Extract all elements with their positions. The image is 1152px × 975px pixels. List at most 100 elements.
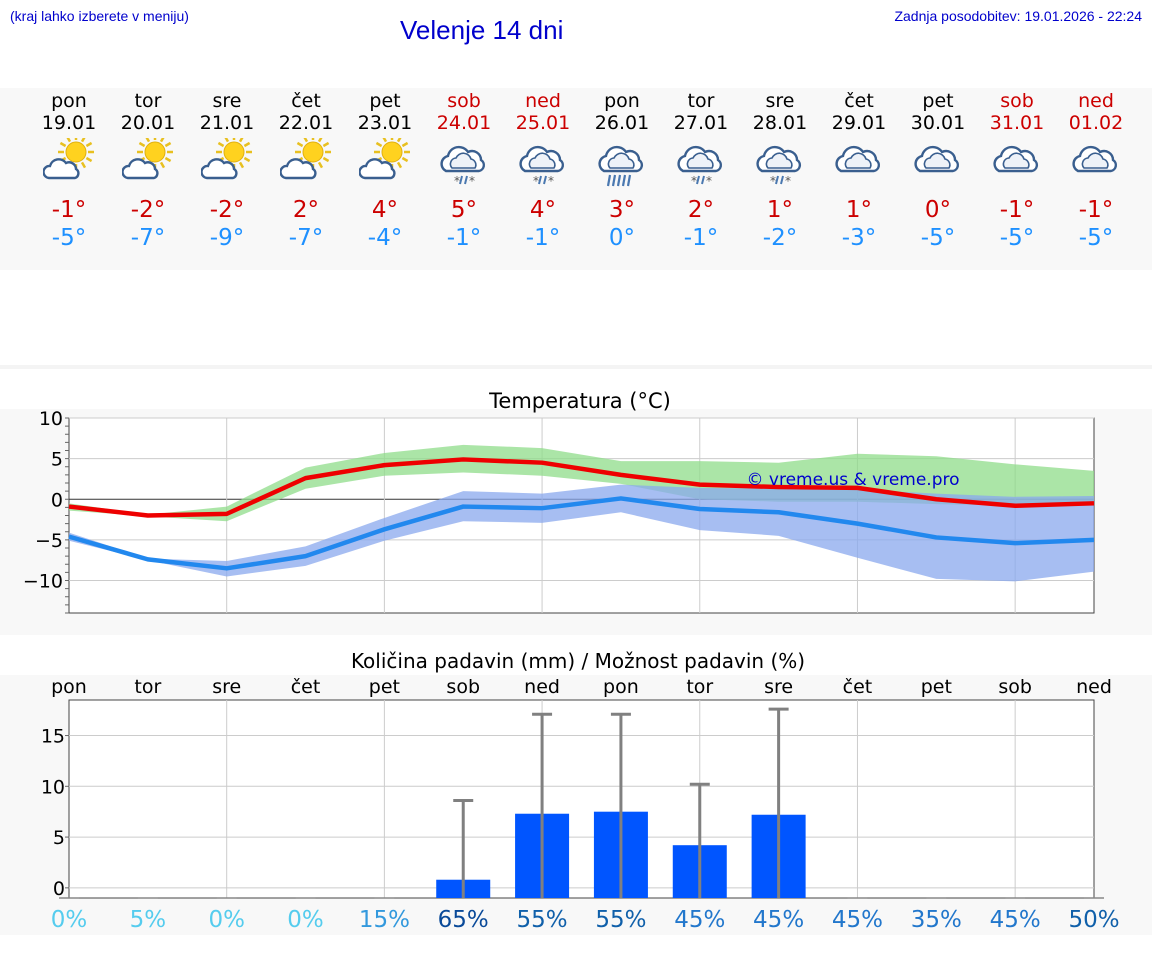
y-tick-label: 15	[41, 726, 65, 748]
precip-chance: 0%	[51, 907, 88, 933]
precip-chance: 65%	[438, 907, 489, 933]
day-column: pon 19.01 -1° -5°	[29, 88, 109, 268]
day-date: 30.01	[910, 112, 966, 134]
precip-chance: 5%	[130, 907, 167, 933]
day-column: ned 25.01 * * 4° -1°	[503, 88, 583, 268]
precip-chance: 45%	[753, 907, 804, 933]
day-column: pet 23.01 4° -4°	[345, 88, 425, 268]
sun-cloud-icon	[280, 138, 331, 180]
temp-min: -4°	[367, 225, 403, 251]
day-column: čet 22.01 2° -7°	[266, 88, 346, 268]
cloud-icon	[835, 145, 881, 173]
temp-max: -1°	[51, 197, 87, 223]
sun-cloud-icon	[43, 138, 94, 180]
sun-cloud-icon	[359, 138, 410, 180]
x-category-label: pet	[921, 676, 952, 698]
temp-min: -5°	[999, 225, 1035, 251]
max-temp-line	[68, 457, 1095, 518]
precip-chance: 0%	[208, 907, 245, 933]
day-date: 31.01	[989, 112, 1045, 134]
x-category-label: sre	[212, 676, 241, 698]
plot-area	[68, 699, 1095, 899]
location-hint: (kraj lahko izberete v meniju)	[10, 8, 189, 24]
svg-text:*: *	[691, 174, 697, 188]
x-category-label: tor	[134, 676, 161, 698]
svg-text:*: *	[469, 174, 475, 188]
precip-chance: 45%	[990, 907, 1041, 933]
precip-chance: 50%	[1068, 907, 1119, 933]
temp-min: -1°	[525, 225, 561, 251]
day-date: 19.01	[41, 112, 97, 134]
day-date: 27.01	[673, 112, 729, 134]
temp-min: -1°	[446, 225, 482, 251]
day-name: sre	[212, 90, 242, 112]
page-title: Velenje 14 dni	[400, 15, 564, 45]
day-name: tor	[134, 90, 162, 112]
x-category-label: pet	[369, 676, 400, 698]
day-column: pet 30.01 0° -5°	[898, 88, 978, 268]
day-name: ned	[525, 90, 561, 112]
x-category-label: čet	[843, 676, 873, 698]
sun-cloud-icon	[201, 138, 252, 180]
cloud-icon	[914, 145, 960, 173]
cloud-rain-icon	[598, 145, 644, 187]
y-tick-label: 0	[53, 878, 65, 900]
precip-chance: 55%	[517, 907, 568, 933]
precip-chance: 45%	[832, 907, 883, 933]
day-name: pet	[922, 90, 954, 112]
day-name: ned	[1078, 90, 1114, 112]
temp-max: 1°	[766, 197, 794, 223]
day-column: sre 28.01 * * 1° -2°	[740, 88, 820, 268]
temp-min: -3°	[841, 225, 877, 251]
precip-chance: 55%	[595, 907, 646, 933]
day-date: 21.01	[199, 112, 255, 134]
min-temp-line	[68, 496, 1095, 571]
cloud-snow-icon: * *	[756, 145, 802, 188]
temp-max: 2°	[292, 197, 320, 223]
chart-title: Količina padavin (mm) / Možnost padavin …	[351, 649, 805, 673]
precip-chance: 35%	[911, 907, 962, 933]
day-name: tor	[687, 90, 715, 112]
temp-max: 0°	[924, 197, 952, 223]
svg-text:*: *	[785, 174, 791, 188]
min-range-band	[69, 484, 1094, 582]
sun-cloud-icon	[122, 138, 173, 180]
day-name: pet	[369, 90, 401, 112]
temp-min: -5°	[51, 225, 87, 251]
x-category-label: sre	[764, 676, 793, 698]
day-column: sob 24.01 * * 5° -1°	[424, 88, 504, 268]
precip-chance: 0%	[287, 907, 324, 933]
x-category-label: sob	[446, 676, 480, 698]
cloud-snow-icon: * *	[519, 145, 565, 188]
day-name: sob	[1000, 90, 1034, 112]
max-range-band	[69, 444, 1094, 522]
cloud-icon	[993, 145, 1039, 173]
temp-max: -2°	[209, 197, 245, 223]
x-category-label: ned	[524, 676, 560, 698]
day-date: 28.01	[752, 112, 808, 134]
cloud-snow-icon: * *	[440, 145, 486, 188]
day-name: sob	[447, 90, 481, 112]
svg-text:*: *	[533, 174, 539, 188]
day-name: sre	[765, 90, 795, 112]
x-category-label: pon	[51, 676, 87, 698]
day-date: 24.01	[436, 112, 492, 134]
day-date: 25.01	[515, 112, 571, 134]
temp-max: 4°	[529, 197, 557, 223]
y-tick-label: 5	[53, 827, 65, 849]
temp-max: -1°	[999, 197, 1035, 223]
day-name: pon	[51, 90, 87, 112]
temp-min: 0°	[608, 225, 636, 251]
day-column: tor 27.01 * * 2° -1°	[661, 88, 741, 268]
svg-text:*: *	[706, 174, 712, 188]
day-date: 26.01	[594, 112, 650, 134]
day-column: ned 01.02 -1° -5°	[1056, 88, 1136, 268]
y-tick-label: 10	[39, 408, 63, 430]
day-name: čet	[844, 90, 874, 112]
day-column: čet 29.01 1° -3°	[819, 88, 899, 268]
x-category-label: pon	[603, 676, 639, 698]
chart-title: Temperatura (°C)	[488, 389, 671, 413]
day-column: tor 20.01 -2° -7°	[108, 88, 188, 268]
temp-min: -7°	[130, 225, 166, 251]
divider	[0, 365, 1152, 369]
